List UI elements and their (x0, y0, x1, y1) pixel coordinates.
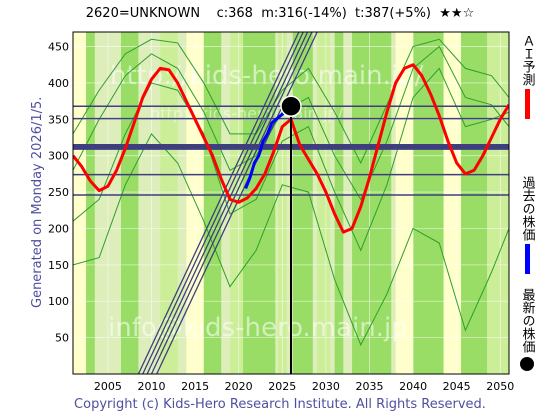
background-band (160, 32, 178, 374)
x-tick-label: 2010 (137, 380, 165, 393)
background-band (203, 32, 222, 374)
legend-past-price: 過去の株価 (516, 176, 538, 274)
x-tick-label: 2025 (268, 380, 296, 393)
y-tick-label: 450 (48, 41, 69, 54)
background-band (292, 32, 313, 374)
y-tick-label: 350 (48, 113, 69, 126)
y-tick-label: 50 (55, 332, 69, 345)
y-tick-label: 250 (48, 186, 69, 199)
y-tick-label: 300 (48, 150, 69, 163)
background-band (352, 32, 392, 374)
trend-line (150, 32, 313, 374)
legend-ai-forecast: ＡＩ予測 (516, 34, 538, 119)
past-price-line (244, 105, 291, 190)
stock-code-title: 2620=UNKNOWN (85, 6, 201, 21)
y-tick-label: 200 (48, 222, 69, 235)
copyright-notice: Copyright (c) Kids-Hero Research Institu… (74, 397, 486, 412)
background-band (243, 32, 276, 374)
background-band (461, 32, 488, 374)
min-price: m:316(-14%) (261, 6, 347, 21)
x-tick-label: 2020 (225, 380, 253, 393)
legend-ai-forecast-swatch (524, 89, 530, 119)
trend-line (146, 32, 309, 374)
legend-latest-price: 最新の株価 (516, 288, 538, 371)
legend-past-price-swatch (524, 244, 530, 274)
background-band (487, 32, 509, 374)
x-tick-label: 2045 (443, 380, 471, 393)
x-tick-label: 2040 (399, 380, 427, 393)
background-band (317, 32, 331, 374)
rating-stars: ★★☆ (439, 6, 475, 21)
y-tick-label: 400 (48, 77, 69, 90)
x-tick-label: 2050 (486, 380, 514, 393)
current-price: c:368 (216, 6, 253, 21)
x-tick-label: 2030 (312, 380, 340, 393)
legend-latest-price-dot (520, 357, 534, 371)
background-band (86, 32, 95, 374)
current-price-marker (280, 95, 302, 117)
legend-past-price-label: 過去の株価 (519, 176, 535, 241)
generated-date-label: Generated on Monday 2026/1/5. (30, 96, 45, 308)
x-tick-label: 2035 (355, 380, 383, 393)
watermark-bottom: info@kids-hero.main.jp (108, 313, 408, 343)
envelope-line (73, 132, 509, 347)
background-band (395, 32, 414, 374)
chart-header: 2620=UNKNOWN c:368 m:316(-14%) t:387(+5%… (0, 6, 560, 21)
legend-ai-forecast-label: ＡＩ予測 (519, 34, 535, 86)
trend-line (137, 32, 300, 374)
legend-latest-price-label: 最新の株価 (519, 288, 535, 353)
y-tick-label: 100 (48, 295, 69, 308)
y-tick-label: 150 (48, 259, 69, 272)
x-tick-label: 2005 (94, 380, 122, 393)
watermark-top: http://kids-hero.main.jp/ (110, 61, 424, 91)
target-price: t:387(+5%) (355, 6, 431, 21)
x-tick-label: 2015 (181, 380, 209, 393)
trend-line (142, 32, 304, 374)
